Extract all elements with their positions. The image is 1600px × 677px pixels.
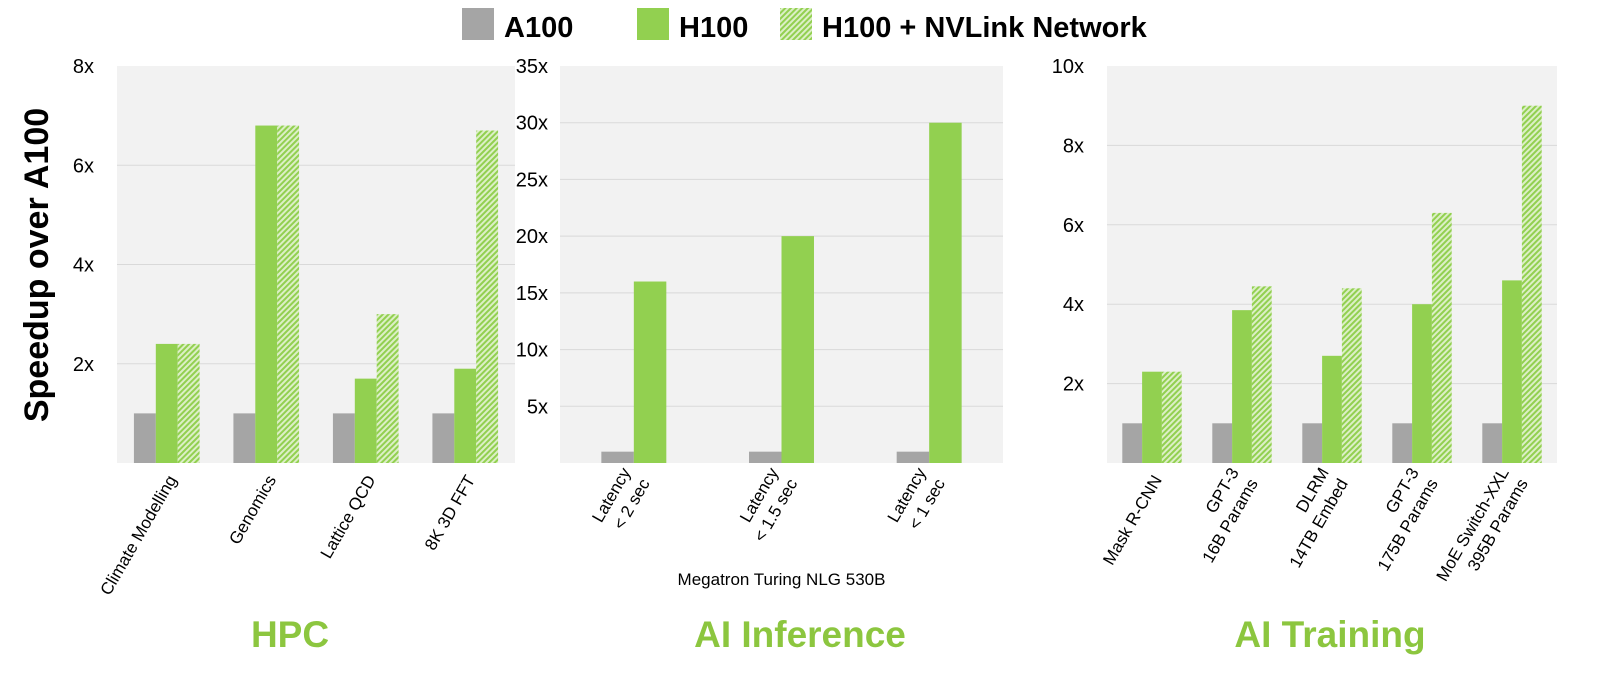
y-tick-label: 2x bbox=[1063, 374, 1084, 396]
y-tick-label: 6x bbox=[1063, 215, 1084, 237]
bar-a100 bbox=[601, 451, 634, 463]
x-tick-label: Latency< 2 sec bbox=[588, 464, 654, 536]
x-tick-label: Genomics bbox=[225, 472, 280, 548]
legend-swatch-0 bbox=[462, 8, 494, 40]
bar-a100 bbox=[1212, 423, 1233, 463]
x-tick-label-line: Genomics bbox=[225, 472, 280, 548]
y-tick-label: 10x bbox=[1052, 56, 1084, 78]
x-tick-label-line: Climate Modelling bbox=[97, 472, 181, 599]
x-tick-label: MoE Switch-XXL395B Params bbox=[1433, 465, 1532, 596]
y-tick-label: 4x bbox=[73, 255, 94, 277]
x-tick-label: Mask R-CNN bbox=[1099, 472, 1166, 568]
x-tick-label: Latency< 1.5 sec bbox=[731, 464, 801, 545]
panel-ai-training: 2x 4x 6x 8x 10x Mask R-CNN GPT-316B Params DLRM… bbox=[1052, 56, 1557, 655]
bar-a100 bbox=[1122, 423, 1143, 463]
x-tick-label-line: Lattice QCD bbox=[317, 472, 380, 562]
bar-a100 bbox=[432, 413, 455, 463]
bar-a100 bbox=[1302, 423, 1323, 463]
y-tick-label: 20x bbox=[516, 226, 548, 248]
y-axis-label: Speedup over A100 bbox=[18, 108, 56, 422]
bar-h100-nvlink-network bbox=[476, 130, 499, 463]
bar-h100-nvlink-network bbox=[1251, 286, 1272, 463]
panel-ai-inference: 5x 10x 15x 20x 25x 30x 35x Latency< 2 sec Latenc… bbox=[516, 56, 1003, 655]
x-tick-label-line: Mask R-CNN bbox=[1099, 472, 1166, 568]
panel-title: AI Training bbox=[1234, 614, 1425, 655]
bar-h100 bbox=[633, 281, 667, 463]
x-tick-label: Lattice QCD bbox=[317, 472, 380, 562]
bar-h100-nvlink-network bbox=[1521, 105, 1542, 463]
y-tick-label: 4x bbox=[1063, 294, 1084, 316]
y-tick-label: 8x bbox=[1063, 135, 1084, 157]
x-tick-label: GPT-3175B Params bbox=[1355, 465, 1442, 575]
y-tick-label: 15x bbox=[516, 283, 548, 305]
panel-title: HPC bbox=[251, 614, 329, 655]
y-tick-label: 5x bbox=[527, 396, 548, 418]
bar-h100-nvlink-network bbox=[177, 343, 200, 463]
bar-a100 bbox=[749, 451, 782, 463]
bar-h100 bbox=[781, 236, 814, 463]
bar-a100 bbox=[233, 413, 256, 463]
x-axis-label: Megatron Turing NLG 530B bbox=[678, 570, 886, 589]
y-tick-label: 2x bbox=[73, 354, 94, 376]
bar-h100 bbox=[255, 125, 278, 464]
bar-h100-nvlink-network bbox=[376, 314, 399, 463]
bar-a100 bbox=[1392, 423, 1413, 463]
panel-title: AI Inference bbox=[694, 614, 906, 655]
bar-h100 bbox=[1142, 371, 1162, 463]
x-tick-label: 8K 3D FFT bbox=[421, 472, 479, 553]
y-tick-label: 10x bbox=[516, 340, 548, 362]
bar-h100-nvlink-network bbox=[1341, 288, 1362, 463]
legend-label: H100 bbox=[679, 12, 748, 44]
x-tick-label-line: 8K 3D FFT bbox=[421, 472, 479, 553]
bar-h100-nvlink-network bbox=[277, 125, 300, 464]
y-tick-label: 8x bbox=[73, 56, 94, 78]
legend-label: A100 bbox=[504, 12, 573, 44]
bar-h100 bbox=[929, 122, 962, 463]
bar-a100 bbox=[332, 413, 355, 463]
bar-h100 bbox=[155, 343, 178, 463]
x-tick-label: Climate Modelling bbox=[97, 472, 181, 599]
x-tick-label: Latency< 1 sec bbox=[884, 464, 950, 536]
bar-h100-nvlink-network bbox=[1431, 212, 1452, 463]
legend-label: H100 + NVLink Network bbox=[822, 12, 1148, 44]
y-tick-label: 25x bbox=[516, 169, 548, 191]
panel-hpc: 2x 4x 6x 8x Climate Modelling Genomics Lattice… bbox=[18, 56, 515, 655]
bar-h100 bbox=[454, 368, 477, 463]
bar-a100 bbox=[133, 413, 156, 463]
bar-h100 bbox=[1502, 280, 1522, 463]
x-tick-label: GPT-316B Params bbox=[1180, 465, 1262, 567]
bar-a100 bbox=[1482, 423, 1503, 463]
legend-swatch-1 bbox=[637, 8, 669, 40]
legend-swatch-2 bbox=[780, 8, 812, 40]
bar-h100 bbox=[1232, 310, 1252, 463]
x-tick-label: DLRM14TB Embed bbox=[1267, 465, 1352, 571]
bar-h100 bbox=[1412, 304, 1432, 463]
bar-h100-nvlink-network bbox=[1161, 371, 1182, 463]
y-tick-label: 30x bbox=[516, 113, 548, 135]
bar-h100 bbox=[354, 378, 377, 463]
y-tick-label: 35x bbox=[516, 56, 548, 78]
bar-a100 bbox=[896, 451, 930, 463]
bar-h100 bbox=[1322, 355, 1342, 463]
y-tick-label: 6x bbox=[73, 155, 94, 177]
